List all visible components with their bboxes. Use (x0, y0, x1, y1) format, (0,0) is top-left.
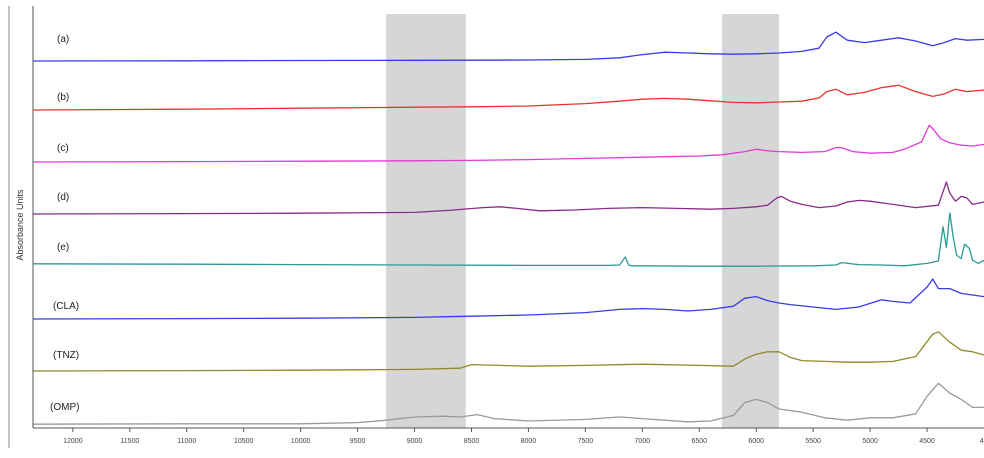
axes: Absorbance Units (8, 6, 984, 448)
series-line-c (32, 124, 984, 163)
series-label-tnz: (TNZ) (53, 350, 79, 361)
x-tick-label: 7000 (635, 438, 651, 445)
series-label-d: (d) (57, 192, 69, 203)
x-tick-label: 6000 (748, 438, 764, 445)
x-axis-ticks: 12000 11500 11000 10500 10000 9500 9000 8500 800… (63, 428, 984, 445)
x-tick-label: 6500 (691, 438, 707, 445)
y-axis-title: Absorbance Units (15, 189, 25, 261)
shaded-region-1 (386, 14, 466, 428)
x-tick-label: 5500 (805, 438, 821, 445)
shaded-regions (386, 14, 779, 428)
shaded-region-2 (722, 14, 779, 428)
series-labels: (a) (b) (c) (d) (e) (CLA) (TNZ) (OMP) (50, 34, 79, 413)
x-tick-label: 8000 (521, 438, 537, 445)
series-line-e (32, 212, 984, 267)
x-tick-label: 12000 (63, 438, 83, 445)
series-line-tnz (32, 331, 984, 372)
series-label-cla: (CLA) (53, 301, 79, 312)
series-line-d (32, 181, 984, 215)
x-tick-label: 10000 (291, 438, 311, 445)
series-group (32, 31, 984, 425)
series-label-a: (a) (57, 34, 69, 45)
x-tick-label: 9000 (407, 438, 423, 445)
x-tick-label: 5000 (862, 438, 878, 445)
x-tick-label: 11500 (120, 438, 139, 445)
series-line-omp (32, 382, 984, 425)
series-line-a (32, 31, 984, 62)
series-label-c: (c) (57, 143, 69, 154)
x-tick-label: 9500 (350, 438, 366, 445)
x-tick-label: 7500 (578, 438, 594, 445)
series-line-b (32, 84, 984, 111)
x-tick-label: 4 (980, 438, 984, 445)
series-label-e: (e) (57, 242, 69, 253)
x-tick-label: 10500 (234, 438, 254, 445)
series-line-cla (32, 278, 984, 320)
x-tick-label: 8500 (464, 438, 480, 445)
series-label-omp: (OMP) (50, 402, 79, 413)
series-label-b: (b) (57, 92, 69, 103)
x-tick-label: 4500 (919, 438, 935, 445)
x-tick-label: 11000 (177, 438, 196, 445)
